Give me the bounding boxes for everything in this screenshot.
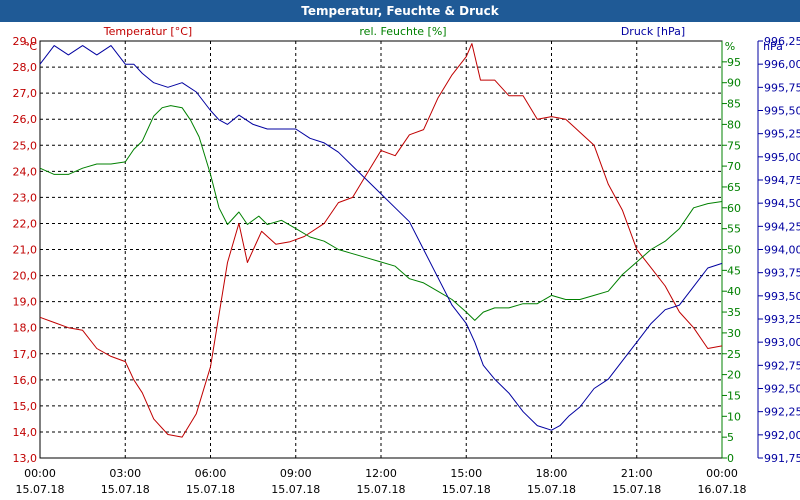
y-tick-label-humidity: 20 bbox=[727, 369, 741, 382]
y-tick-label-pressure: 994,25 bbox=[764, 220, 800, 233]
x-tick-label-date: 15.07.18 bbox=[527, 483, 576, 496]
y-tick-label-humidity: 55 bbox=[727, 223, 741, 236]
x-tick-label-time: 06:00 bbox=[195, 467, 227, 480]
y-tick-label-temperature: 24,0 bbox=[13, 165, 38, 178]
y-tick-label-humidity: 85 bbox=[727, 98, 741, 111]
x-tick-label-time: 09:00 bbox=[280, 467, 312, 480]
x-tick-label-date: 15.07.18 bbox=[442, 483, 491, 496]
axis-unit-temperature: °C bbox=[24, 40, 38, 53]
y-tick-label-humidity: 15 bbox=[727, 389, 741, 402]
y-tick-label-pressure: 995,50 bbox=[764, 105, 800, 118]
y-tick-label-humidity: 95 bbox=[727, 56, 741, 69]
x-tick-label-date: 15.07.18 bbox=[101, 483, 150, 496]
axis-unit-humidity: % bbox=[725, 40, 735, 53]
y-tick-label-humidity: 80 bbox=[727, 118, 741, 131]
axis-label-temperature: Temperatur [°C] bbox=[103, 25, 192, 38]
x-tick-label-date: 15.07.18 bbox=[271, 483, 320, 496]
x-tick-label-time: 00:00 bbox=[706, 467, 738, 480]
y-tick-label-temperature: 22,0 bbox=[13, 217, 38, 230]
y-tick-label-pressure: 994,75 bbox=[764, 174, 800, 187]
series-line-humidity bbox=[39, 105, 723, 321]
y-tick-label-temperature: 16,0 bbox=[13, 374, 38, 387]
y-tick-label-humidity: 30 bbox=[727, 327, 741, 340]
y-tick-label-pressure: 993,25 bbox=[764, 313, 800, 326]
y-tick-label-pressure: 996,00 bbox=[764, 58, 800, 71]
x-tick-label-date: 15.07.18 bbox=[612, 483, 661, 496]
x-tick-label-date: 15.07.18 bbox=[16, 483, 65, 496]
y-tick-label-humidity: 60 bbox=[727, 202, 741, 215]
y-tick-label-pressure: 995,75 bbox=[764, 81, 800, 94]
y-tick-label-pressure: 995,00 bbox=[764, 151, 800, 164]
y-tick-label-temperature: 18,0 bbox=[13, 322, 38, 335]
y-tick-label-temperature: 17,0 bbox=[13, 348, 38, 361]
y-tick-label-pressure: 992,75 bbox=[764, 359, 800, 372]
y-tick-label-humidity: 65 bbox=[727, 181, 741, 194]
y-tick-label-temperature: 13,0 bbox=[13, 452, 38, 465]
x-tick-label-date: 15.07.18 bbox=[357, 483, 406, 496]
y-tick-label-pressure: 995,25 bbox=[764, 128, 800, 141]
y-tick-label-temperature: 21,0 bbox=[13, 244, 38, 257]
axis-unit-pressure: hPa bbox=[763, 40, 783, 53]
y-tick-label-humidity: 75 bbox=[727, 139, 741, 152]
y-tick-label-temperature: 29,0 bbox=[13, 35, 38, 48]
y-tick-label-pressure: 993,00 bbox=[764, 336, 800, 349]
y-tick-label-pressure: 994,00 bbox=[764, 244, 800, 257]
x-tick-label-time: 18:00 bbox=[536, 467, 568, 480]
y-tick-label-pressure: 993,75 bbox=[764, 267, 800, 280]
y-tick-label-humidity: 5 bbox=[727, 431, 734, 444]
y-tick-label-pressure: 991,75 bbox=[764, 452, 800, 465]
y-tick-label-pressure: 992,25 bbox=[764, 406, 800, 419]
x-tick-label-time: 03:00 bbox=[109, 467, 141, 480]
y-tick-label-temperature: 14,0 bbox=[13, 426, 38, 439]
series-line-pressure bbox=[39, 45, 723, 431]
y-tick-label-temperature: 26,0 bbox=[13, 113, 38, 126]
y-tick-label-temperature: 27,0 bbox=[13, 87, 38, 100]
y-tick-label-pressure: 992,50 bbox=[764, 383, 800, 396]
y-tick-label-humidity: 10 bbox=[727, 410, 741, 423]
y-tick-label-temperature: 23,0 bbox=[13, 191, 38, 204]
axis-label-humidity: rel. Feuchte [%] bbox=[359, 25, 446, 38]
window-title: Temperatur, Feuchte & Druck bbox=[0, 0, 800, 22]
y-tick-label-humidity: 35 bbox=[727, 306, 741, 319]
x-tick-label-date: 16.07.18 bbox=[698, 483, 747, 496]
y-tick-label-temperature: 19,0 bbox=[13, 296, 38, 309]
axis-label-pressure: Druck [hPa] bbox=[621, 25, 685, 38]
x-tick-label-time: 12:00 bbox=[365, 467, 397, 480]
y-tick-label-pressure: 992,00 bbox=[764, 429, 800, 442]
y-tick-label-humidity: 90 bbox=[727, 77, 741, 90]
x-tick-label-time: 21:00 bbox=[621, 467, 653, 480]
multi-axis-line-chart: 00:00 15.07.18 03:00 15.07.18 06:00 15.07.18 0… bbox=[13, 25, 800, 496]
y-tick-label-temperature: 25,0 bbox=[13, 139, 38, 152]
y-tick-label-humidity: 70 bbox=[727, 160, 741, 173]
x-tick-label-date: 15.07.18 bbox=[186, 483, 235, 496]
y-tick-label-temperature: 15,0 bbox=[13, 400, 38, 413]
x-tick-label-time: 00:00 bbox=[24, 467, 56, 480]
y-tick-label-humidity: 25 bbox=[727, 348, 741, 361]
y-tick-label-humidity: 50 bbox=[727, 244, 741, 257]
y-tick-label-pressure: 996,25 bbox=[764, 35, 800, 48]
x-tick-label-time: 15:00 bbox=[450, 467, 482, 480]
y-tick-label-humidity: 40 bbox=[727, 285, 741, 298]
series-line-temperature bbox=[39, 43, 723, 438]
y-tick-label-humidity: 0 bbox=[727, 452, 734, 465]
y-tick-label-humidity: 45 bbox=[727, 264, 741, 277]
y-tick-label-pressure: 993,50 bbox=[764, 290, 800, 303]
y-tick-label-temperature: 28,0 bbox=[13, 61, 38, 74]
y-tick-label-pressure: 994,50 bbox=[764, 197, 800, 210]
y-tick-label-temperature: 20,0 bbox=[13, 270, 38, 283]
